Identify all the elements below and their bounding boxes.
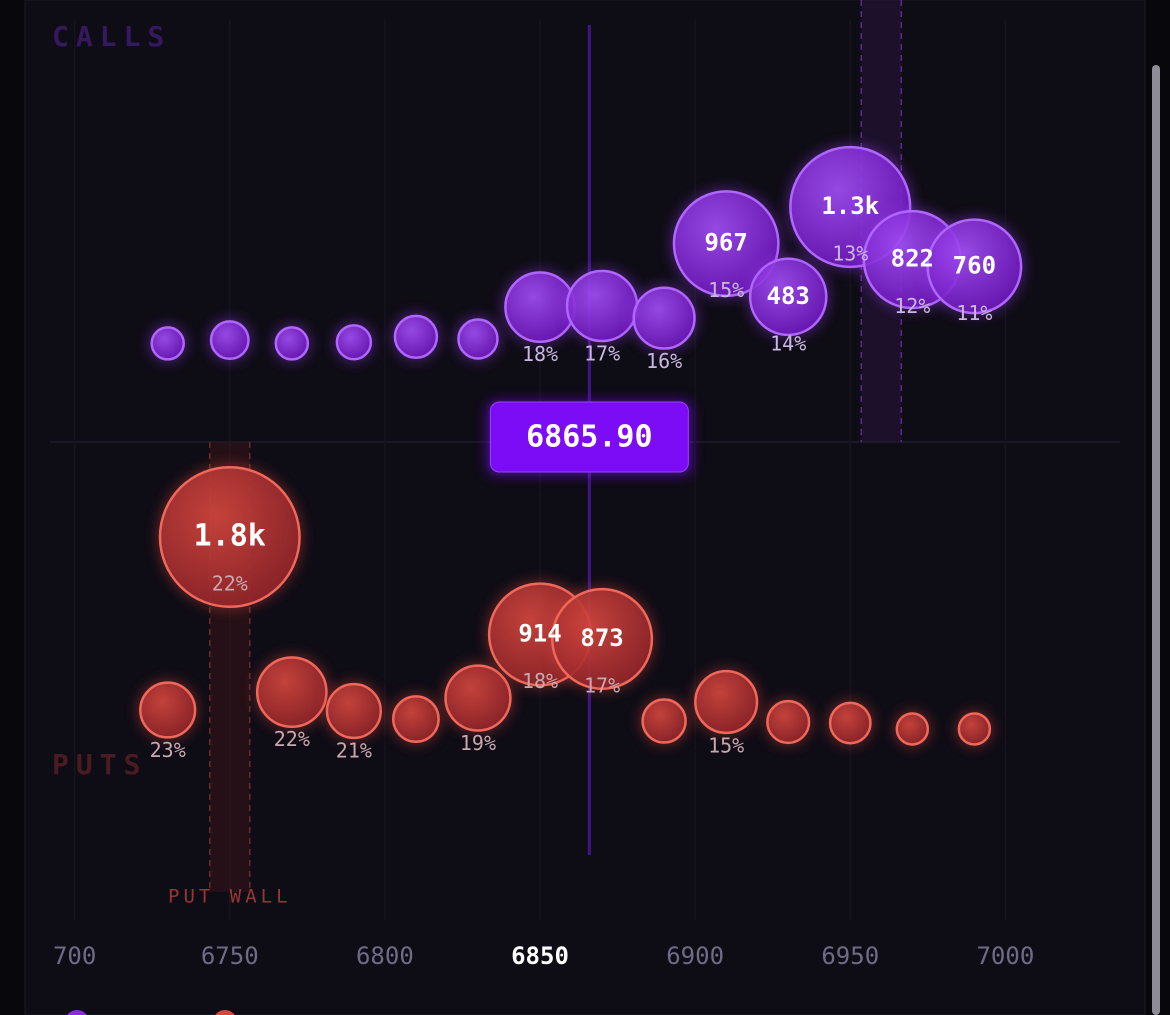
bubble xyxy=(274,326,310,361)
bubble xyxy=(551,587,654,691)
bubble xyxy=(895,712,930,746)
value-label: 914 xyxy=(518,619,561,647)
bubble xyxy=(335,324,373,361)
percent-label: 13% xyxy=(832,242,868,266)
price-badge xyxy=(489,401,689,473)
put-wall-label: PUT WALL xyxy=(168,886,292,908)
x-tick-label: 6850 xyxy=(511,942,569,970)
bubble xyxy=(926,218,1023,315)
percent-label: 22% xyxy=(274,727,310,751)
bubble xyxy=(150,326,185,361)
bubble xyxy=(391,695,440,743)
value-label: 822 xyxy=(891,245,934,273)
value-label: 1.8k xyxy=(194,519,266,554)
bubble xyxy=(325,682,382,740)
x-tick-label: 7000 xyxy=(976,942,1034,970)
bubble xyxy=(255,656,328,728)
series-label: PUTS xyxy=(52,748,147,781)
percent-label: 11% xyxy=(956,301,992,325)
legend-dot xyxy=(67,1010,87,1015)
percent-label: 18% xyxy=(522,342,558,366)
x-tick-label: 6800 xyxy=(356,942,414,970)
value-label: 1.3k xyxy=(821,192,879,220)
plot: 700 6750 6800 6850 6900 6950 7000 PUT WALL CALLS… xyxy=(52,0,1034,970)
x-tick-label: 6900 xyxy=(666,942,724,970)
series-label: CALLS xyxy=(52,20,171,53)
percent-label: 23% xyxy=(150,738,186,762)
bubble xyxy=(641,698,687,744)
bubble xyxy=(694,669,759,735)
percent-label: 18% xyxy=(522,669,558,693)
bubble xyxy=(632,286,696,350)
legend-dot xyxy=(215,1010,235,1015)
bubble xyxy=(393,314,439,360)
percent-label: 12% xyxy=(894,294,930,318)
bubble xyxy=(748,257,828,337)
bubble xyxy=(139,681,197,739)
bubble xyxy=(766,699,811,745)
bubble xyxy=(672,190,780,298)
bubble xyxy=(158,465,301,609)
percent-label: 15% xyxy=(708,278,744,302)
value-label: 760 xyxy=(953,251,996,279)
x-tick-label: 6950 xyxy=(821,942,879,970)
value-label: 967 xyxy=(704,229,747,257)
bubble xyxy=(457,318,499,360)
percent-label: 22% xyxy=(212,572,248,596)
percent-label: 21% xyxy=(336,738,372,762)
percent-label: 16% xyxy=(646,349,682,373)
bubble xyxy=(444,664,512,732)
bubble xyxy=(565,269,639,343)
value-label: 873 xyxy=(580,624,623,652)
percent-label: 19% xyxy=(460,731,496,755)
percent-label: 15% xyxy=(708,733,744,757)
percent-label: 17% xyxy=(584,342,620,366)
x-tick-label: 6750 xyxy=(201,942,259,970)
price-label: 6865.90 xyxy=(526,420,652,455)
scrollbar[interactable] xyxy=(1152,65,1160,1015)
x-tick-label: 700 xyxy=(53,942,96,970)
value-label: 483 xyxy=(767,282,810,310)
bubble xyxy=(209,320,250,361)
bubble xyxy=(828,701,872,745)
bubble xyxy=(957,712,992,746)
percent-label: 14% xyxy=(770,331,806,355)
percent-label: 17% xyxy=(584,673,620,697)
